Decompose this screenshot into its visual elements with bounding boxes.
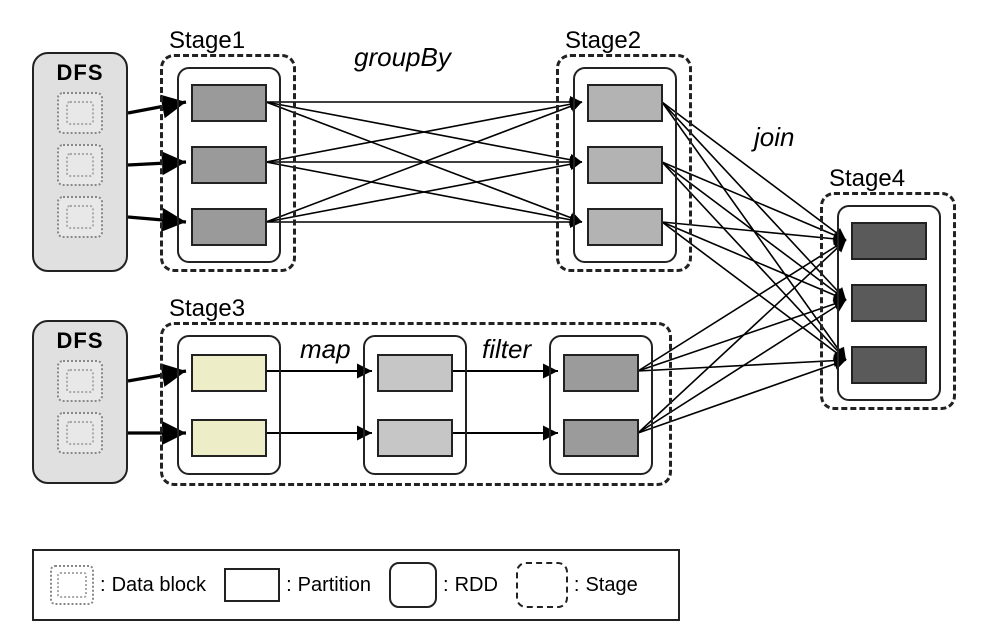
legend-label: Partition xyxy=(298,574,371,597)
op-filter: filter xyxy=(482,334,531,365)
stage-icon xyxy=(516,562,568,608)
partition-icon xyxy=(224,568,280,602)
data-block xyxy=(57,92,103,134)
partition xyxy=(191,208,267,246)
partition xyxy=(587,84,663,122)
legend-label: Stage xyxy=(585,574,637,597)
s4r1 xyxy=(837,205,941,401)
s3r3 xyxy=(549,335,653,475)
legend-label: Data block xyxy=(112,574,207,597)
dfs2-label: DFS xyxy=(42,328,118,354)
legend-stage: :Stage xyxy=(516,562,638,608)
stage2-label: Stage2 xyxy=(565,27,641,55)
legend-label: RDD xyxy=(455,574,498,597)
stage1-label: Stage1 xyxy=(169,27,245,55)
stage2: Stage2 xyxy=(556,54,692,272)
stage3: Stage3 xyxy=(160,322,672,486)
data-block xyxy=(57,360,103,402)
partition xyxy=(191,146,267,184)
rdd-icon xyxy=(389,562,437,608)
s2r1 xyxy=(573,67,677,263)
op-join: join xyxy=(754,122,794,153)
s3r1 xyxy=(177,335,281,475)
partition xyxy=(851,284,927,322)
partition xyxy=(851,346,927,384)
legend-partition: :Partition xyxy=(224,568,371,602)
dfs1: DFS xyxy=(32,52,128,272)
s3r2 xyxy=(363,335,467,475)
legend-datablock: :Data block xyxy=(50,565,206,605)
partition xyxy=(191,354,267,392)
partition xyxy=(377,354,453,392)
s1r1 xyxy=(177,67,281,263)
data-block xyxy=(57,144,103,186)
partition xyxy=(563,354,639,392)
dfs2: DFS xyxy=(32,320,128,484)
stage4: Stage4 xyxy=(820,192,956,410)
stage3-label: Stage3 xyxy=(169,295,245,323)
diagram-canvas: DFS DFS Stage1 Stage2 Stage3 Stage4 groupBy joi… xyxy=(20,20,980,621)
data-block xyxy=(57,412,103,454)
op-map: map xyxy=(300,334,351,365)
partition xyxy=(587,208,663,246)
partition xyxy=(377,419,453,457)
op-groupby: groupBy xyxy=(354,42,451,73)
stage1: Stage1 xyxy=(160,54,296,272)
datablock-icon xyxy=(50,565,94,605)
dfs1-label: DFS xyxy=(42,60,118,86)
legend-rdd: :RDD xyxy=(389,562,498,608)
partition xyxy=(587,146,663,184)
stage4-label: Stage4 xyxy=(829,165,905,193)
partition xyxy=(851,222,927,260)
partition xyxy=(191,84,267,122)
partition xyxy=(563,419,639,457)
data-block xyxy=(57,196,103,238)
partition xyxy=(191,419,267,457)
legend: :Data block :Partition :RDD :Stage xyxy=(32,549,680,621)
